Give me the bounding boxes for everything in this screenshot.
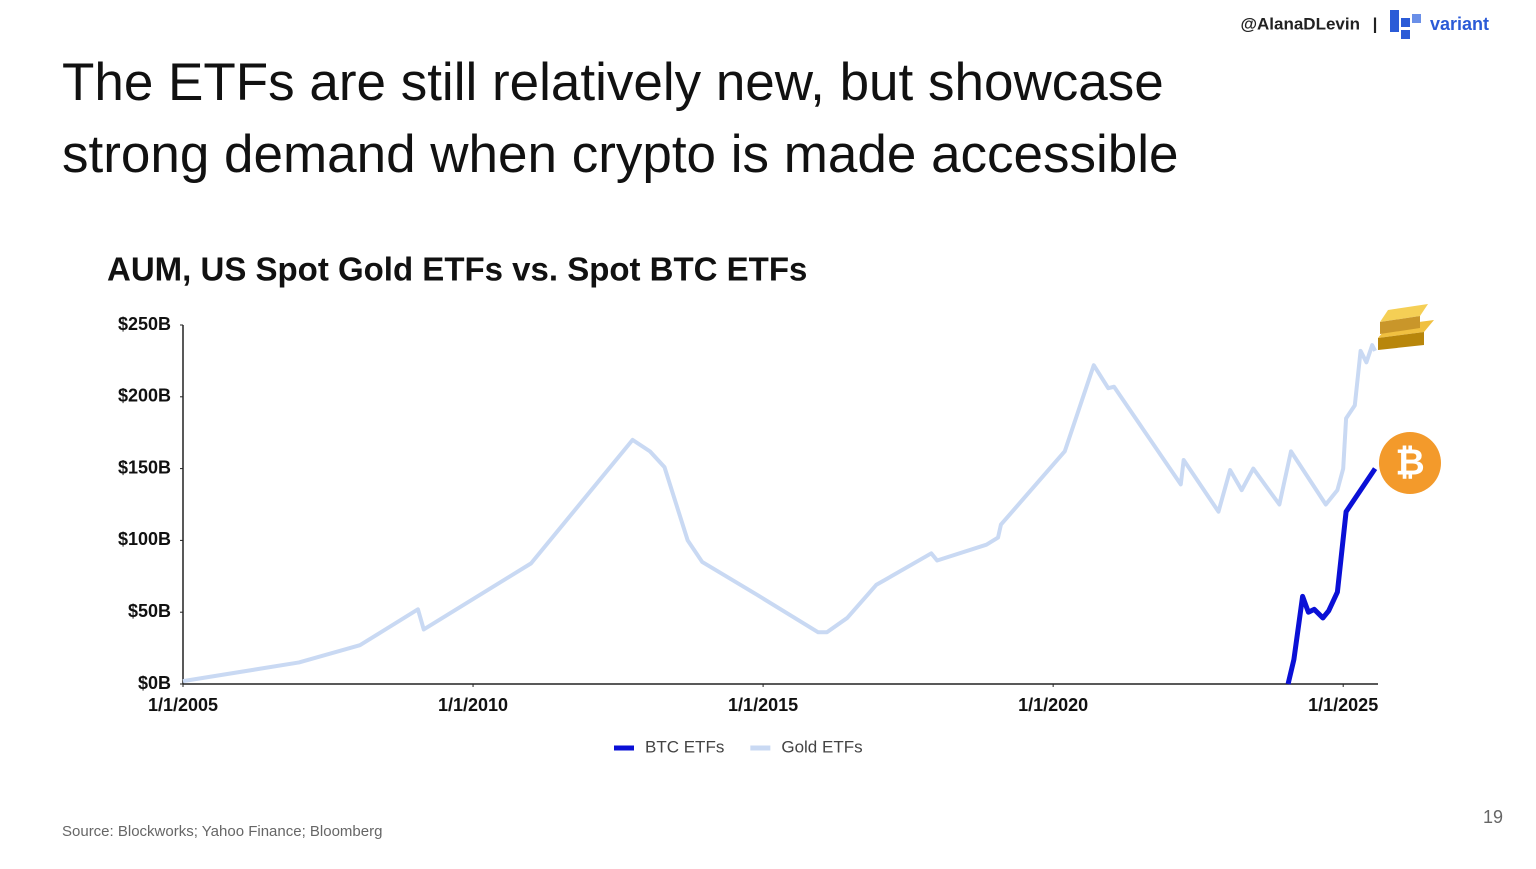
page-number: 19: [1483, 807, 1503, 827]
data-line: [1285, 467, 1378, 685]
x-tick-label: 1/1/2005: [148, 695, 218, 715]
slide-title: The ETFs are still relatively new, but s…: [62, 53, 1164, 112]
legend-label: BTC ETFs: [645, 737, 724, 756]
source: Source: Blockworks; Yahoo Finance; Bloom…: [62, 823, 382, 840]
x-tick-label: 1/1/2010: [438, 695, 508, 715]
brand-logo: [1390, 10, 1421, 39]
handle: @AlanaDLevin: [1240, 14, 1360, 33]
separator: |: [1373, 14, 1378, 33]
x-tick-label: 1/1/2015: [728, 695, 798, 715]
legend-label: Gold ETFs: [781, 737, 862, 756]
y-tick-label: $100B: [118, 529, 171, 549]
y-tick-label: $150B: [118, 457, 171, 477]
y-tick-label: $250B: [118, 314, 171, 334]
y-tick-label: $0B: [138, 673, 171, 693]
data-line: [182, 343, 1377, 684]
y-tick-label: $200B: [118, 386, 171, 406]
bitcoin-icon: ₿: [1379, 432, 1441, 494]
y-tick-label: $50B: [128, 601, 171, 621]
x-tick-label: 1/1/2020: [1018, 695, 1088, 715]
gold-icon: [1378, 304, 1434, 350]
svg-text:₿: ₿: [1395, 442, 1424, 483]
chart-title: AUM, US Spot Gold ETFs vs. Spot BTC ETFs: [107, 251, 807, 288]
slide-title: strong demand when crypto is made access…: [62, 125, 1179, 184]
x-tick-label: 1/1/2025: [1308, 695, 1378, 715]
brand: variant: [1430, 14, 1489, 34]
